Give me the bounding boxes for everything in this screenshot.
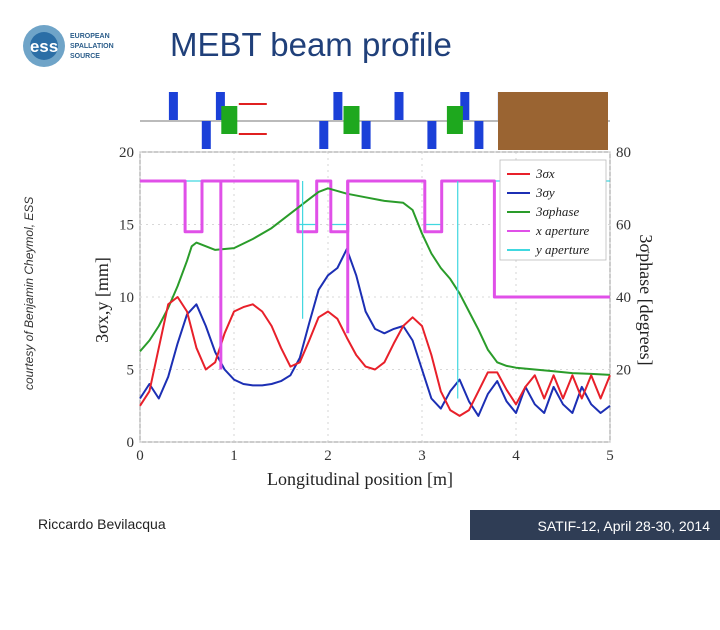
quadrupole-magnet [427,121,437,149]
footer-author: Riccardo Bevilacqua [38,516,166,532]
quadrupole-magnet [201,121,211,149]
y2-tick-label: 20 [616,363,631,379]
chart-background [115,88,660,493]
legend-label-sx: 3σx [535,166,555,181]
legend-label-xaperture: x aperture [535,223,590,238]
legend-label-sy: 3σy [535,185,555,200]
beam-profile-chart: 0 1 2 3 4 5 0 5 10 15 20 20 40 60 80 3σx 3σy 3σphase x ap… [92,88,660,493]
x-tick-label: 4 [512,448,520,464]
x-tick-label: 3 [418,448,426,464]
tick-labels: 0 1 2 3 4 5 0 5 10 15 20 20 40 60 80 [119,145,631,464]
quadrupole-magnet [474,121,484,149]
lattice-layout [140,92,610,150]
footer-event: SATIF-12, April 28-30, 2014 [531,516,716,536]
logo-text-line-2: SPALLATION [70,43,114,50]
series-line-sphase [139,187,611,376]
y-axis-label: 3σx,y [mm] [92,257,112,343]
y2-tick-label: 80 [616,145,631,161]
y-tick-label: 0 [127,435,135,451]
y-tick-label: 5 [127,363,135,379]
y2-tick-label: 60 [616,218,631,234]
logo-text-line-3: SOURCE [70,53,100,60]
buncher-cavity [221,106,238,134]
series-group [139,179,611,417]
legend: 3σx 3σy 3σphase x aperture y aperture [499,159,607,261]
buncher-cavity [446,106,463,134]
quadrupole-magnet [215,92,225,120]
series-line-sy [139,248,611,417]
quadrupole-magnet [460,92,470,120]
logo-text-line-1: EUROPEAN [70,33,110,40]
x-tick-label: 0 [136,448,144,464]
x-axis-label: Longitudinal position [m] [267,469,453,489]
legend-label-sphase: 3σphase [535,204,579,219]
y2-axis-label: 3σphase [degrees] [636,234,656,365]
quadrupole-magnet [361,121,371,149]
page-title: MEBT beam profile [170,26,452,63]
ess-logo: ess EUROPEAN SPALLATION SOURCE [22,22,122,74]
y-tick-label: 15 [119,218,134,234]
series-line-xaperture [140,179,610,299]
x-tick-label: 2 [324,448,332,464]
quadrupole-magnet [333,92,343,120]
quadrupole-magnet [168,92,178,120]
quadrupole-magnet [319,121,329,149]
series-line-sx [139,296,611,417]
x-tick-label: 1 [230,448,238,464]
beam-dump-block [498,92,608,150]
legend-label-yaperture: y aperture [534,242,590,257]
logo-mark: ess [30,37,58,56]
buncher-cavity [343,106,360,134]
y2-tick-label: 40 [616,290,631,306]
quadrupole-magnet [394,92,404,120]
x-tick-label: 5 [606,448,614,464]
series-line-yaperture [140,180,610,226]
y-tick-label: 10 [119,290,134,306]
y-tick-label: 20 [119,145,134,161]
legend-box [499,159,607,261]
